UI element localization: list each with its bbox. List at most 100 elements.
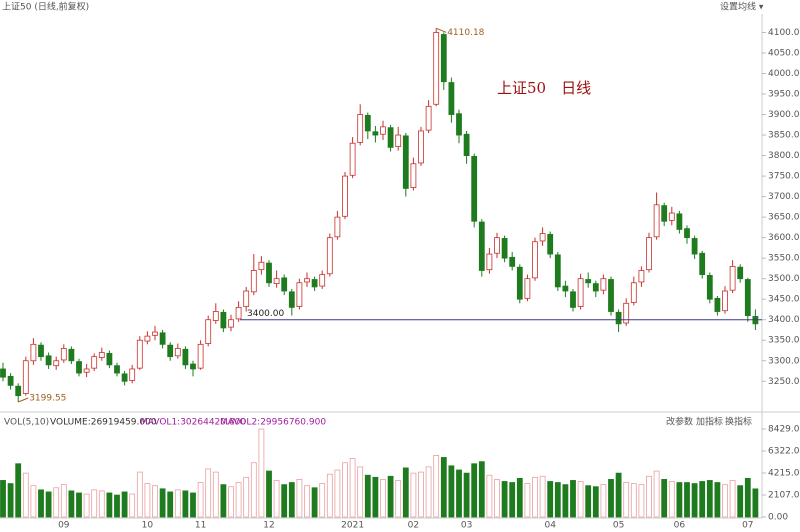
volume-bar	[547, 481, 554, 518]
volume-bar	[319, 483, 326, 518]
candle-body	[615, 311, 622, 325]
y-tick-label: 3500.00	[768, 274, 800, 284]
candle-body	[448, 82, 455, 115]
volume-bar	[539, 475, 546, 518]
volume-y-tick-label: 2107.00	[768, 491, 800, 501]
y-tick-label: 3450.00	[768, 295, 800, 305]
volume-bar	[402, 467, 409, 518]
button[interactable]: 加指标	[696, 416, 723, 428]
volume-bar	[387, 475, 394, 518]
candle-body	[60, 348, 67, 361]
mavol1-readout: MAVOL1:30264420.800	[140, 418, 246, 428]
x-tick-label: 04	[544, 521, 556, 531]
volume-bar	[197, 482, 204, 518]
candle-body	[532, 241, 538, 279]
y-tick-label: 3700.00	[768, 192, 800, 202]
candle-body	[516, 266, 523, 300]
volume-readout: VOLUME:26919459.000	[50, 418, 157, 428]
candle-body	[136, 339, 143, 369]
candle-body	[744, 279, 751, 317]
volume-bar	[83, 493, 90, 518]
candle-body	[243, 290, 250, 307]
candle-body	[585, 279, 592, 284]
candle-body	[129, 368, 136, 381]
candle-body	[547, 233, 554, 255]
x-tick-label: 02	[408, 521, 419, 531]
candle-body	[0, 368, 6, 378]
volume-bar	[440, 457, 447, 518]
volume-bar	[722, 484, 728, 518]
candle-body	[250, 270, 257, 293]
volume-bar	[744, 477, 751, 518]
candle-body	[349, 142, 356, 176]
candle-body	[121, 373, 128, 382]
volume-bar	[501, 481, 508, 518]
volume-bar	[190, 492, 196, 518]
volume-bar	[668, 481, 675, 518]
candle-body	[577, 278, 584, 307]
volume-y-tick-label: 4215.00	[768, 468, 800, 478]
volume-bar	[0, 480, 6, 518]
volume-bar	[76, 492, 82, 518]
candle-body	[364, 114, 371, 132]
mavol2-readout: MAVOL2:29956760.900	[220, 418, 326, 428]
candle-body	[630, 282, 637, 303]
candle-body	[22, 360, 29, 394]
volume-bar	[646, 475, 652, 518]
button[interactable]: 改参数	[666, 416, 693, 428]
volume-bar	[380, 479, 386, 518]
volume-y-tick-label: 6322.00	[768, 446, 800, 456]
volume-bar	[600, 484, 607, 518]
volume-bar	[250, 462, 257, 518]
volume-bar	[425, 466, 432, 518]
candle-body	[266, 262, 272, 284]
candle-body	[478, 221, 485, 271]
candle-body	[7, 375, 14, 386]
chart-title: 上证50 日线	[497, 79, 591, 97]
candle-body	[152, 331, 158, 336]
volume-bar	[699, 481, 706, 518]
candle-body	[486, 253, 493, 271]
volume-bar	[326, 473, 333, 518]
volume-y-tick-label: 0.00	[768, 513, 788, 523]
y-tick-label: 3900.00	[768, 110, 800, 120]
x-tick-label: 12	[263, 521, 274, 531]
candle-body	[456, 113, 462, 136]
volume-bar	[38, 489, 44, 518]
volume-bar	[554, 482, 561, 518]
candle-body	[144, 335, 151, 342]
volume-bar	[448, 465, 455, 518]
settings-button[interactable]: 设置均线 ▾	[720, 1, 764, 13]
y-tick-label: 3600.00	[768, 233, 800, 243]
volume-bar	[532, 476, 538, 518]
volume-bar	[136, 471, 143, 518]
low-label: 3199.55	[29, 393, 66, 403]
volume-bar	[121, 491, 128, 518]
volume-bar	[53, 487, 60, 518]
volume-bar	[615, 472, 622, 518]
candle-body	[91, 356, 98, 369]
volume-bar	[653, 470, 660, 518]
volume-bar	[372, 476, 379, 518]
volume-bar	[691, 483, 698, 518]
candle-body	[281, 277, 288, 292]
x-tick-label: 06	[674, 521, 686, 531]
volume-bar	[243, 476, 250, 518]
x-tick-label: 2021	[341, 521, 364, 531]
volume-bar	[288, 482, 295, 518]
volume-bar	[577, 481, 584, 518]
volume-bar	[676, 482, 683, 518]
volume-bar	[570, 480, 576, 518]
candle-body	[706, 275, 713, 300]
volume-bar	[706, 480, 713, 518]
candle-body	[182, 348, 189, 366]
button[interactable]: 换指标	[725, 416, 752, 428]
volume-bar	[220, 484, 227, 518]
volume-bar	[349, 458, 356, 518]
volume-bar	[68, 490, 75, 518]
x-tick-label: 05	[613, 521, 624, 531]
volume-bar	[433, 455, 440, 518]
candle-body	[288, 291, 295, 308]
candle-body	[395, 134, 402, 147]
volume-bar	[266, 470, 272, 518]
